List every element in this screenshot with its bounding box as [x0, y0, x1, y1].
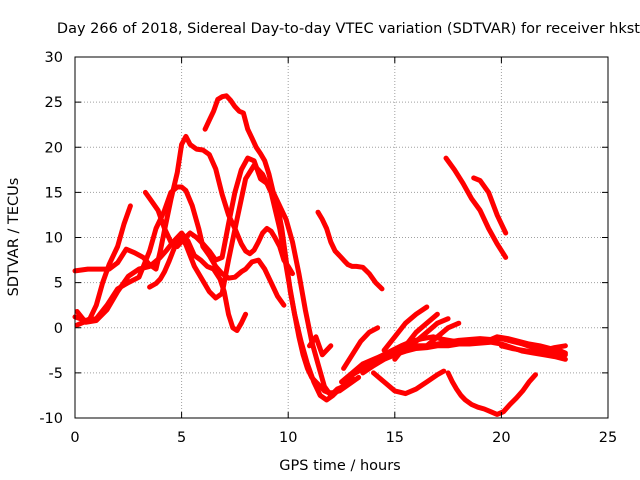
- axis-ticks: 0 5 10 15 20 25 -10 -5 0 5 10 15 20 25 30: [39, 50, 617, 446]
- series-track-15: [371, 368, 447, 397]
- chart-title: Day 266 of 2018, Sidereal Day-to-day VTE…: [57, 21, 640, 37]
- x-axis-label: GPS time / hours: [279, 458, 400, 474]
- y-tick-label: 10: [45, 231, 63, 247]
- x-tick-label: 15: [386, 430, 404, 446]
- y-tick-label: 20: [45, 140, 63, 156]
- series-track-16: [307, 334, 334, 358]
- series-track-8: [315, 209, 385, 292]
- series-track-1: [72, 133, 295, 277]
- y-tick-label: -5: [49, 366, 63, 382]
- series-track-2: [72, 184, 287, 323]
- y-tick-label: -10: [39, 411, 63, 427]
- grid: [75, 57, 608, 418]
- series-track-21: [424, 320, 462, 349]
- series-track-11: [445, 370, 538, 417]
- y-tick-label: 25: [45, 95, 63, 111]
- series-track-9: [443, 155, 509, 260]
- series-track-4: [74, 203, 133, 328]
- series-track-17: [341, 325, 381, 371]
- series-group: [72, 93, 568, 417]
- y-tick-label: 15: [45, 185, 63, 201]
- y-axis-label: SDTVAR / TECUs: [6, 178, 22, 297]
- y-tick-label: 5: [54, 276, 63, 292]
- x-tick-label: 0: [70, 430, 79, 446]
- x-tick-label: 20: [492, 430, 510, 446]
- x-tick-label: 25: [599, 430, 617, 446]
- series-track-6: [142, 155, 353, 398]
- series-track-22: [498, 343, 568, 355]
- series-track-10: [471, 175, 509, 236]
- series-track-20: [403, 316, 451, 353]
- series-track-18: [381, 304, 430, 353]
- series-track-7: [202, 93, 362, 396]
- x-tick-label: 5: [177, 430, 186, 446]
- y-tick-label: 0: [54, 321, 63, 337]
- series-track-19: [392, 311, 440, 362]
- y-tick-label: 30: [45, 50, 63, 66]
- x-tick-label: 10: [279, 430, 297, 446]
